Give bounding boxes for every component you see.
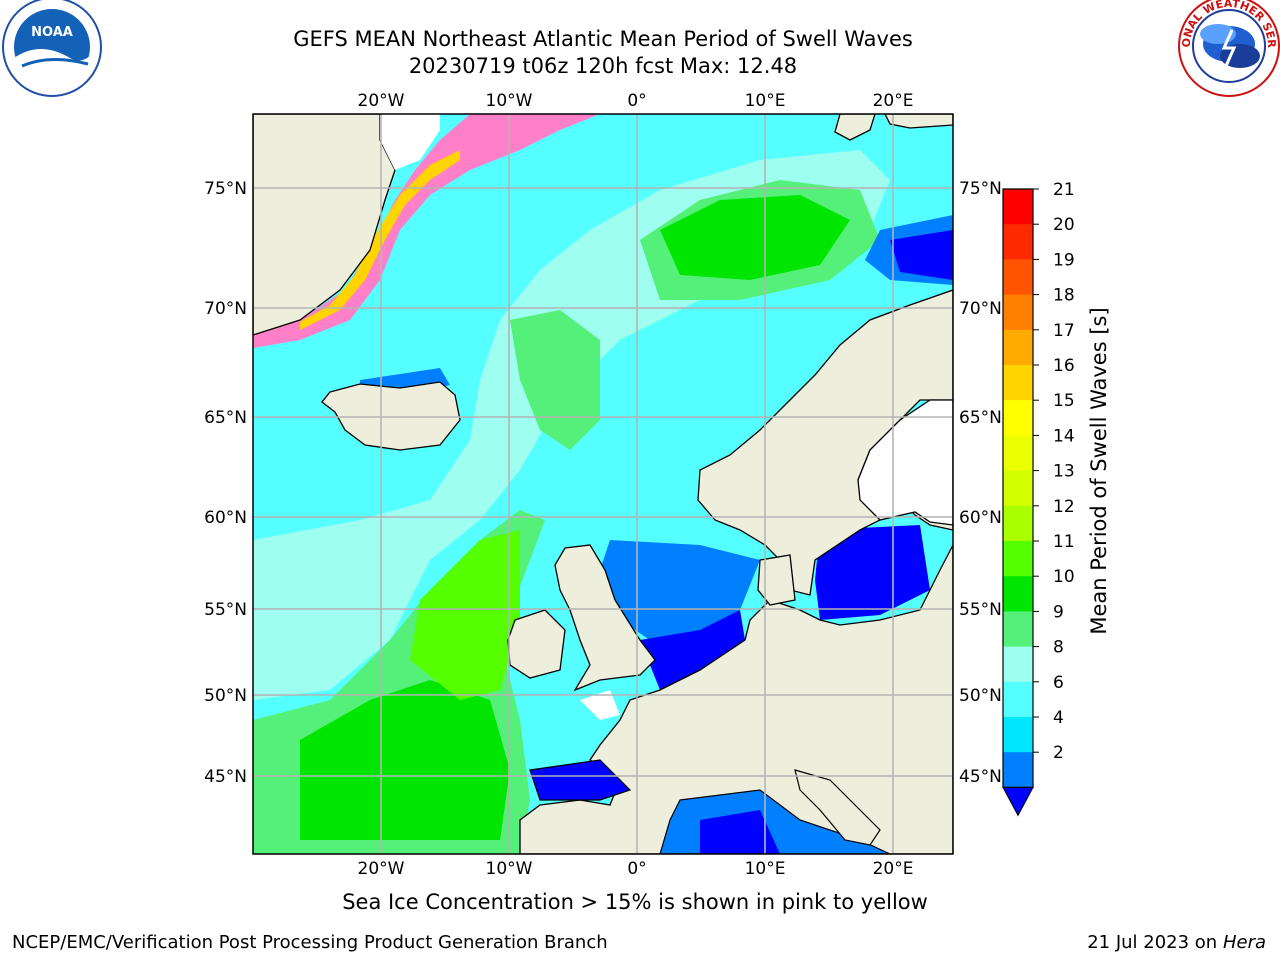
colorbar-segment <box>1003 259 1033 296</box>
noaa-logo-text: NOAA <box>31 25 73 40</box>
colorbar-segment <box>1003 541 1033 577</box>
chart-title: GEFS MEAN Northeast Atlantic Mean Period… <box>293 27 913 51</box>
lon-label: 10°E <box>745 859 786 879</box>
italy <box>794 769 881 846</box>
colorbar-tick-label: 19 <box>1053 250 1075 270</box>
lon-label: 10°W <box>486 91 533 111</box>
lat-labels-right: 75°N 70°N 65°N 60°N 55°N 50°N 45°N <box>959 179 1002 787</box>
noaa-logo-icon: NOAA <box>2 0 102 97</box>
colorbar-segment <box>1003 400 1033 436</box>
lat-label: 65°N <box>959 408 1002 428</box>
swell-band-bright-green <box>410 530 520 700</box>
colorbar-segment <box>1003 611 1033 648</box>
lon-label: 20°E <box>873 91 914 111</box>
lat-label: 70°N <box>204 299 247 319</box>
colorbar-segment <box>1003 329 1033 366</box>
baltic-blue <box>815 525 930 620</box>
colorbar-tick-label: 2 <box>1053 743 1064 763</box>
swell-band-deep-green-north <box>660 195 850 280</box>
lat-label: 55°N <box>959 600 1002 620</box>
lat-label: 75°N <box>959 179 1002 199</box>
colorbar-extend-arrow <box>1002 786 1034 817</box>
colorbar: 21 20 19 18 17 16 15 14 13 12 11 10 9 8 6 4 2 <box>1002 180 1075 817</box>
lon-label: 20°E <box>873 859 914 879</box>
colorbar-label: Mean Period of Swell Waves [s] <box>1087 307 1111 634</box>
colorbar-tick-label: 13 <box>1053 462 1075 482</box>
great-britain <box>554 544 656 692</box>
colorbar-segment <box>1003 717 1033 753</box>
lat-label: 70°N <box>959 299 1002 319</box>
gulf-of-bothnia <box>857 399 953 526</box>
colorbar-segment <box>1003 752 1033 788</box>
colorbar-tick-label: 4 <box>1053 708 1064 728</box>
nws-logo-icon: NATIONAL WEATHER SERVICE <box>0 0 1280 97</box>
lat-label: 45°N <box>959 767 1002 787</box>
footer-date: 21 Jul 2023 on Hera <box>1087 932 1266 953</box>
lat-label: 60°N <box>204 508 247 528</box>
colorbar-segment <box>1003 435 1033 472</box>
colorbar-tick-label: 11 <box>1053 532 1075 552</box>
colorbar-segment <box>1003 505 1033 542</box>
footer-credit: NCEP/EMC/Verification Post Processing Pr… <box>12 932 608 953</box>
colorbar-segment <box>1003 294 1033 331</box>
colorbar-tick-label: 20 <box>1053 215 1075 235</box>
lat-label: 50°N <box>204 686 247 706</box>
colorbar-segment <box>1003 365 1033 401</box>
colorbar-tick-label: 12 <box>1053 497 1075 517</box>
footer-host: Hera <box>1222 932 1266 953</box>
colorbar-segment <box>1003 646 1033 683</box>
colorbar-segment <box>1003 681 1033 718</box>
lat-label: 55°N <box>204 600 247 620</box>
colorbar-segment <box>1003 189 1033 225</box>
colorbar-segment <box>1003 576 1033 612</box>
colorbar-segment <box>1003 470 1033 507</box>
lon-labels-top: 20°W 10°W 0° 10°E 20°E <box>358 91 914 111</box>
lon-label: 20°W <box>358 859 405 879</box>
lat-label: 45°N <box>204 767 247 787</box>
colorbar-tick-label: 8 <box>1053 638 1064 658</box>
colorbar-tick-label: 18 <box>1053 286 1075 306</box>
colorbar-tick-label: 9 <box>1053 602 1064 622</box>
colorbar-tick-label: 16 <box>1053 356 1075 376</box>
chart-subtitle: 20230719 t06z 120h fcst Max: 12.48 <box>408 54 798 78</box>
lon-labels-bottom: 20°W 10°W 0° 10°E 20°E <box>358 859 914 879</box>
lat-label: 65°N <box>204 408 247 428</box>
graticule <box>253 114 953 854</box>
map-frame <box>252 113 954 855</box>
swell-band-green-mid <box>510 310 600 450</box>
lon-label: 10°W <box>486 859 533 879</box>
lon-label: 10°E <box>745 91 786 111</box>
lon-label: 20°W <box>358 91 405 111</box>
svg-text:NATIONAL WEATHER SERVICE: NATIONAL WEATHER SERVICE <box>0 0 1278 49</box>
north-sea-blue <box>600 540 760 640</box>
iceland <box>321 381 461 451</box>
colorbar-tick-label: 6 <box>1053 673 1064 693</box>
colorbar-tick-label: 21 <box>1053 180 1075 200</box>
sea-ice-caption: Sea Ice Concentration > 15% is shown in … <box>342 890 928 914</box>
footer-date-text: 21 Jul 2023 on <box>1087 932 1223 953</box>
colorbar-tick-label: 10 <box>1053 567 1075 587</box>
lon-label: 0° <box>627 859 646 879</box>
colorbar-frame <box>1002 188 1034 788</box>
lon-label: 0° <box>627 91 646 111</box>
colorbar-tick-label: 17 <box>1053 321 1075 341</box>
colorbar-tick-label: 15 <box>1053 391 1075 411</box>
lat-label: 60°N <box>959 508 1002 528</box>
lat-labels-left: 75°N 70°N 65°N 60°N 55°N 50°N 45°N <box>204 179 247 787</box>
colorbar-tick-label: 14 <box>1053 426 1075 446</box>
swell-band-deep-green-southwest <box>300 680 510 840</box>
map-area <box>253 114 953 854</box>
lat-label: 50°N <box>959 686 1002 706</box>
nws-logo-text: NATIONAL WEATHER SERVICE <box>0 0 1278 49</box>
colorbar-segment <box>1003 224 1033 260</box>
lat-label: 75°N <box>204 179 247 199</box>
